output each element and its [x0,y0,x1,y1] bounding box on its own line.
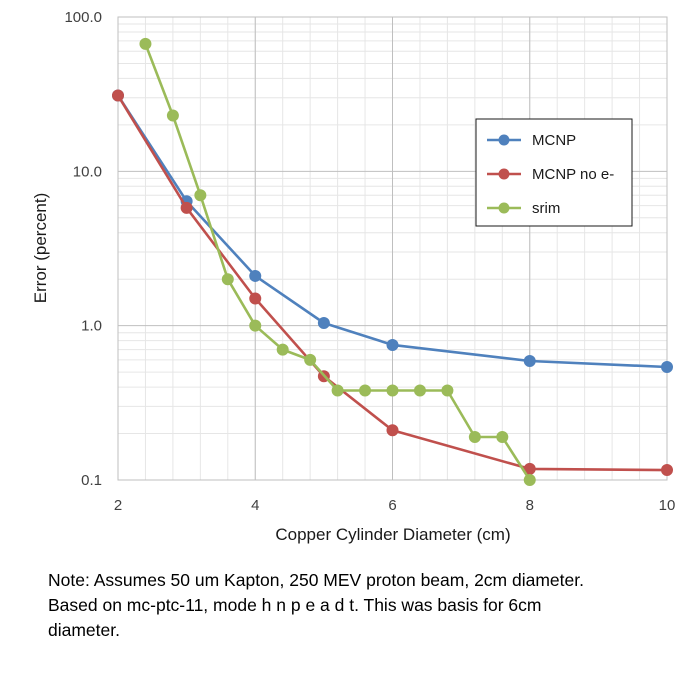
y-axis-title: Error (percent) [31,193,50,304]
legend: MCNP MCNP no e-srim [475,118,633,227]
data-point [661,360,673,373]
data-point [249,292,262,305]
note-line: Based on mc-ptc-11, mode h n p e a d t. … [48,595,542,615]
data-point [276,343,289,356]
data-point [496,430,509,443]
note-line: diameter. [48,620,120,640]
x-axis-title: Copper Cylinder Diameter (cm) [275,525,510,544]
y-tick-label: 100.0 [64,9,102,26]
data-point [661,464,673,477]
note-line: Note: Assumes 50 um Kapton, 250 MEV prot… [48,570,584,590]
note: Note: Assumes 50 um Kapton, 250 MEV prot… [48,568,678,643]
x-tick-label: 6 [388,497,396,514]
y-tick-label: 10.0 [73,163,102,180]
data-point [386,384,399,397]
tick-labels: 0.1 1.0 10.0 100.0 2 4 6 8 10 [64,9,675,514]
data-point [317,317,330,330]
data-point [386,338,399,351]
y-tick-label: 0.1 [81,472,102,489]
series-layer [112,37,673,486]
data-point [441,384,454,397]
legend-label: MCNP no e- [532,166,614,183]
data-point [413,384,426,397]
x-tick-label: 2 [114,497,122,514]
data-point [359,384,372,397]
y-tick-label: 1.0 [81,318,102,335]
data-point [139,37,152,50]
legend-marker [498,202,510,214]
grid [117,16,668,481]
legend-marker [498,134,510,146]
data-point [523,355,536,368]
data-point [194,189,207,202]
data-point [166,109,179,122]
data-point [468,430,481,443]
x-tick-label: 4 [251,497,259,514]
data-point [386,424,399,437]
series-srim [139,37,536,486]
legend-label: srim [532,200,560,217]
legend-label: MCNP [532,132,576,149]
data-point [180,201,193,214]
plot-area [117,16,668,481]
data-point [249,269,262,282]
data-point [523,474,536,486]
data-point [112,89,124,102]
x-tick-label: 8 [526,497,534,514]
data-point [221,273,234,286]
x-tick-label: 10 [659,497,676,514]
data-point [331,384,344,397]
chart: 0.1 1.0 10.0 100.0 2 4 6 8 10 Copper Cylinder Di… [31,9,675,544]
legend-marker [498,168,510,180]
data-point [304,353,317,366]
data-point [249,319,262,332]
